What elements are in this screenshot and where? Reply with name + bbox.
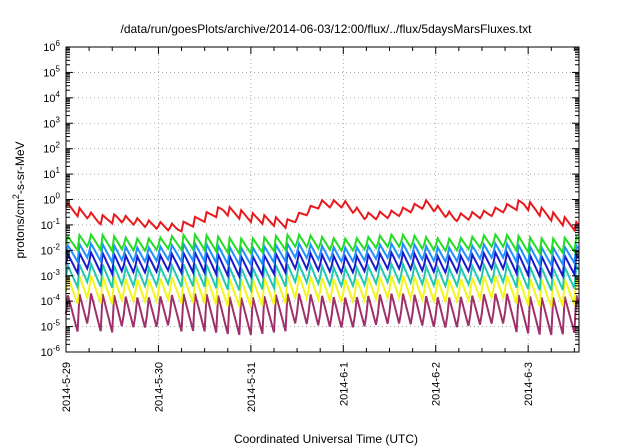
y-tick-label: 10-5	[41, 319, 61, 334]
y-tick-label-base: 10	[41, 220, 53, 232]
y-axis-title-base: protons/cm	[13, 199, 27, 258]
y-axis: 10610510410310210110010-110-210-310-410-…	[41, 39, 579, 359]
y-tick-label-base: 10	[43, 67, 55, 79]
y-tick-label-exp: -2	[53, 242, 61, 251]
y-tick-label-base: 10	[41, 245, 53, 257]
y-tick-label: 10-2	[41, 242, 61, 257]
series-line	[65, 293, 580, 336]
y-tick-label-exp: -4	[53, 293, 61, 302]
y-tick-label: 102	[43, 141, 60, 156]
y-tick-label-base: 10	[43, 169, 55, 181]
x-tick-label: 2014-5-29	[61, 362, 73, 412]
y-tick-label-exp: -6	[53, 344, 61, 353]
x-axis-title: Coordinated Universal Time (UTC)	[234, 432, 418, 446]
y-tick-label: 105	[43, 64, 60, 79]
y-axis-title: protons/cm2-s-sr-MeV	[11, 141, 27, 258]
y-axis-title-exp: 2	[11, 194, 21, 199]
y-tick-label-base: 10	[41, 296, 53, 308]
y-tick-label-exp: 4	[56, 90, 61, 99]
y-tick-label-base: 10	[41, 347, 53, 359]
x-tick-label: 2014-6-3	[523, 362, 535, 406]
y-tick-label: 106	[43, 39, 60, 54]
y-tick-label-base: 10	[41, 322, 53, 334]
series-line	[65, 260, 580, 295]
x-tick-label: 2014-6-2	[431, 362, 443, 406]
y-tick-label-base: 10	[41, 271, 53, 283]
x-tick-label: 2014-6-1	[338, 362, 350, 406]
y-tick-label-exp: 2	[56, 141, 61, 150]
y-tick-label-exp: 3	[56, 115, 61, 124]
series-line	[65, 248, 580, 281]
y-tick-label: 10-1	[41, 217, 61, 232]
y-tick-label-base: 10	[43, 93, 55, 105]
y-tick-label-base: 10	[43, 144, 55, 156]
x-tick-label: 2014-5-31	[246, 362, 258, 412]
x-tick-label: 2014-5-30	[153, 362, 165, 412]
y-tick-label-exp: -3	[53, 268, 61, 277]
series-group	[65, 198, 580, 336]
y-tick-label-base: 10	[43, 195, 55, 207]
series-line	[65, 275, 580, 308]
y-tick-label-exp: 5	[56, 64, 61, 73]
series-line	[65, 240, 580, 269]
y-tick-label-exp: 6	[56, 39, 61, 48]
y-tick-label-exp: -1	[53, 217, 61, 226]
series-line	[65, 198, 579, 233]
y-tick-label-exp: 0	[56, 192, 61, 201]
y-tick-label: 10-4	[41, 293, 61, 308]
y-tick-label-base: 10	[43, 42, 55, 54]
y-axis-title-rest: -s-sr-MeV	[13, 141, 27, 194]
chart-title: /data/run/goesPlots/archive/2014-06-03/1…	[121, 22, 533, 36]
series-line	[65, 231, 580, 257]
y-tick-label: 101	[43, 166, 60, 181]
y-tick-label: 100	[43, 192, 60, 207]
y-tick-label-base: 10	[43, 118, 55, 130]
y-tick-label: 103	[43, 115, 60, 130]
x-axis: 2014-5-29 2014-5-30 2014-5-31 2014-6-1 2014-…	[61, 47, 575, 412]
y-tick-label-exp: 1	[56, 166, 61, 175]
y-tick-label-exp: -5	[53, 319, 61, 328]
y-tick-label: 10-6	[41, 344, 61, 359]
y-tick-label: 10-3	[41, 268, 61, 283]
y-tick-label: 104	[43, 90, 60, 105]
